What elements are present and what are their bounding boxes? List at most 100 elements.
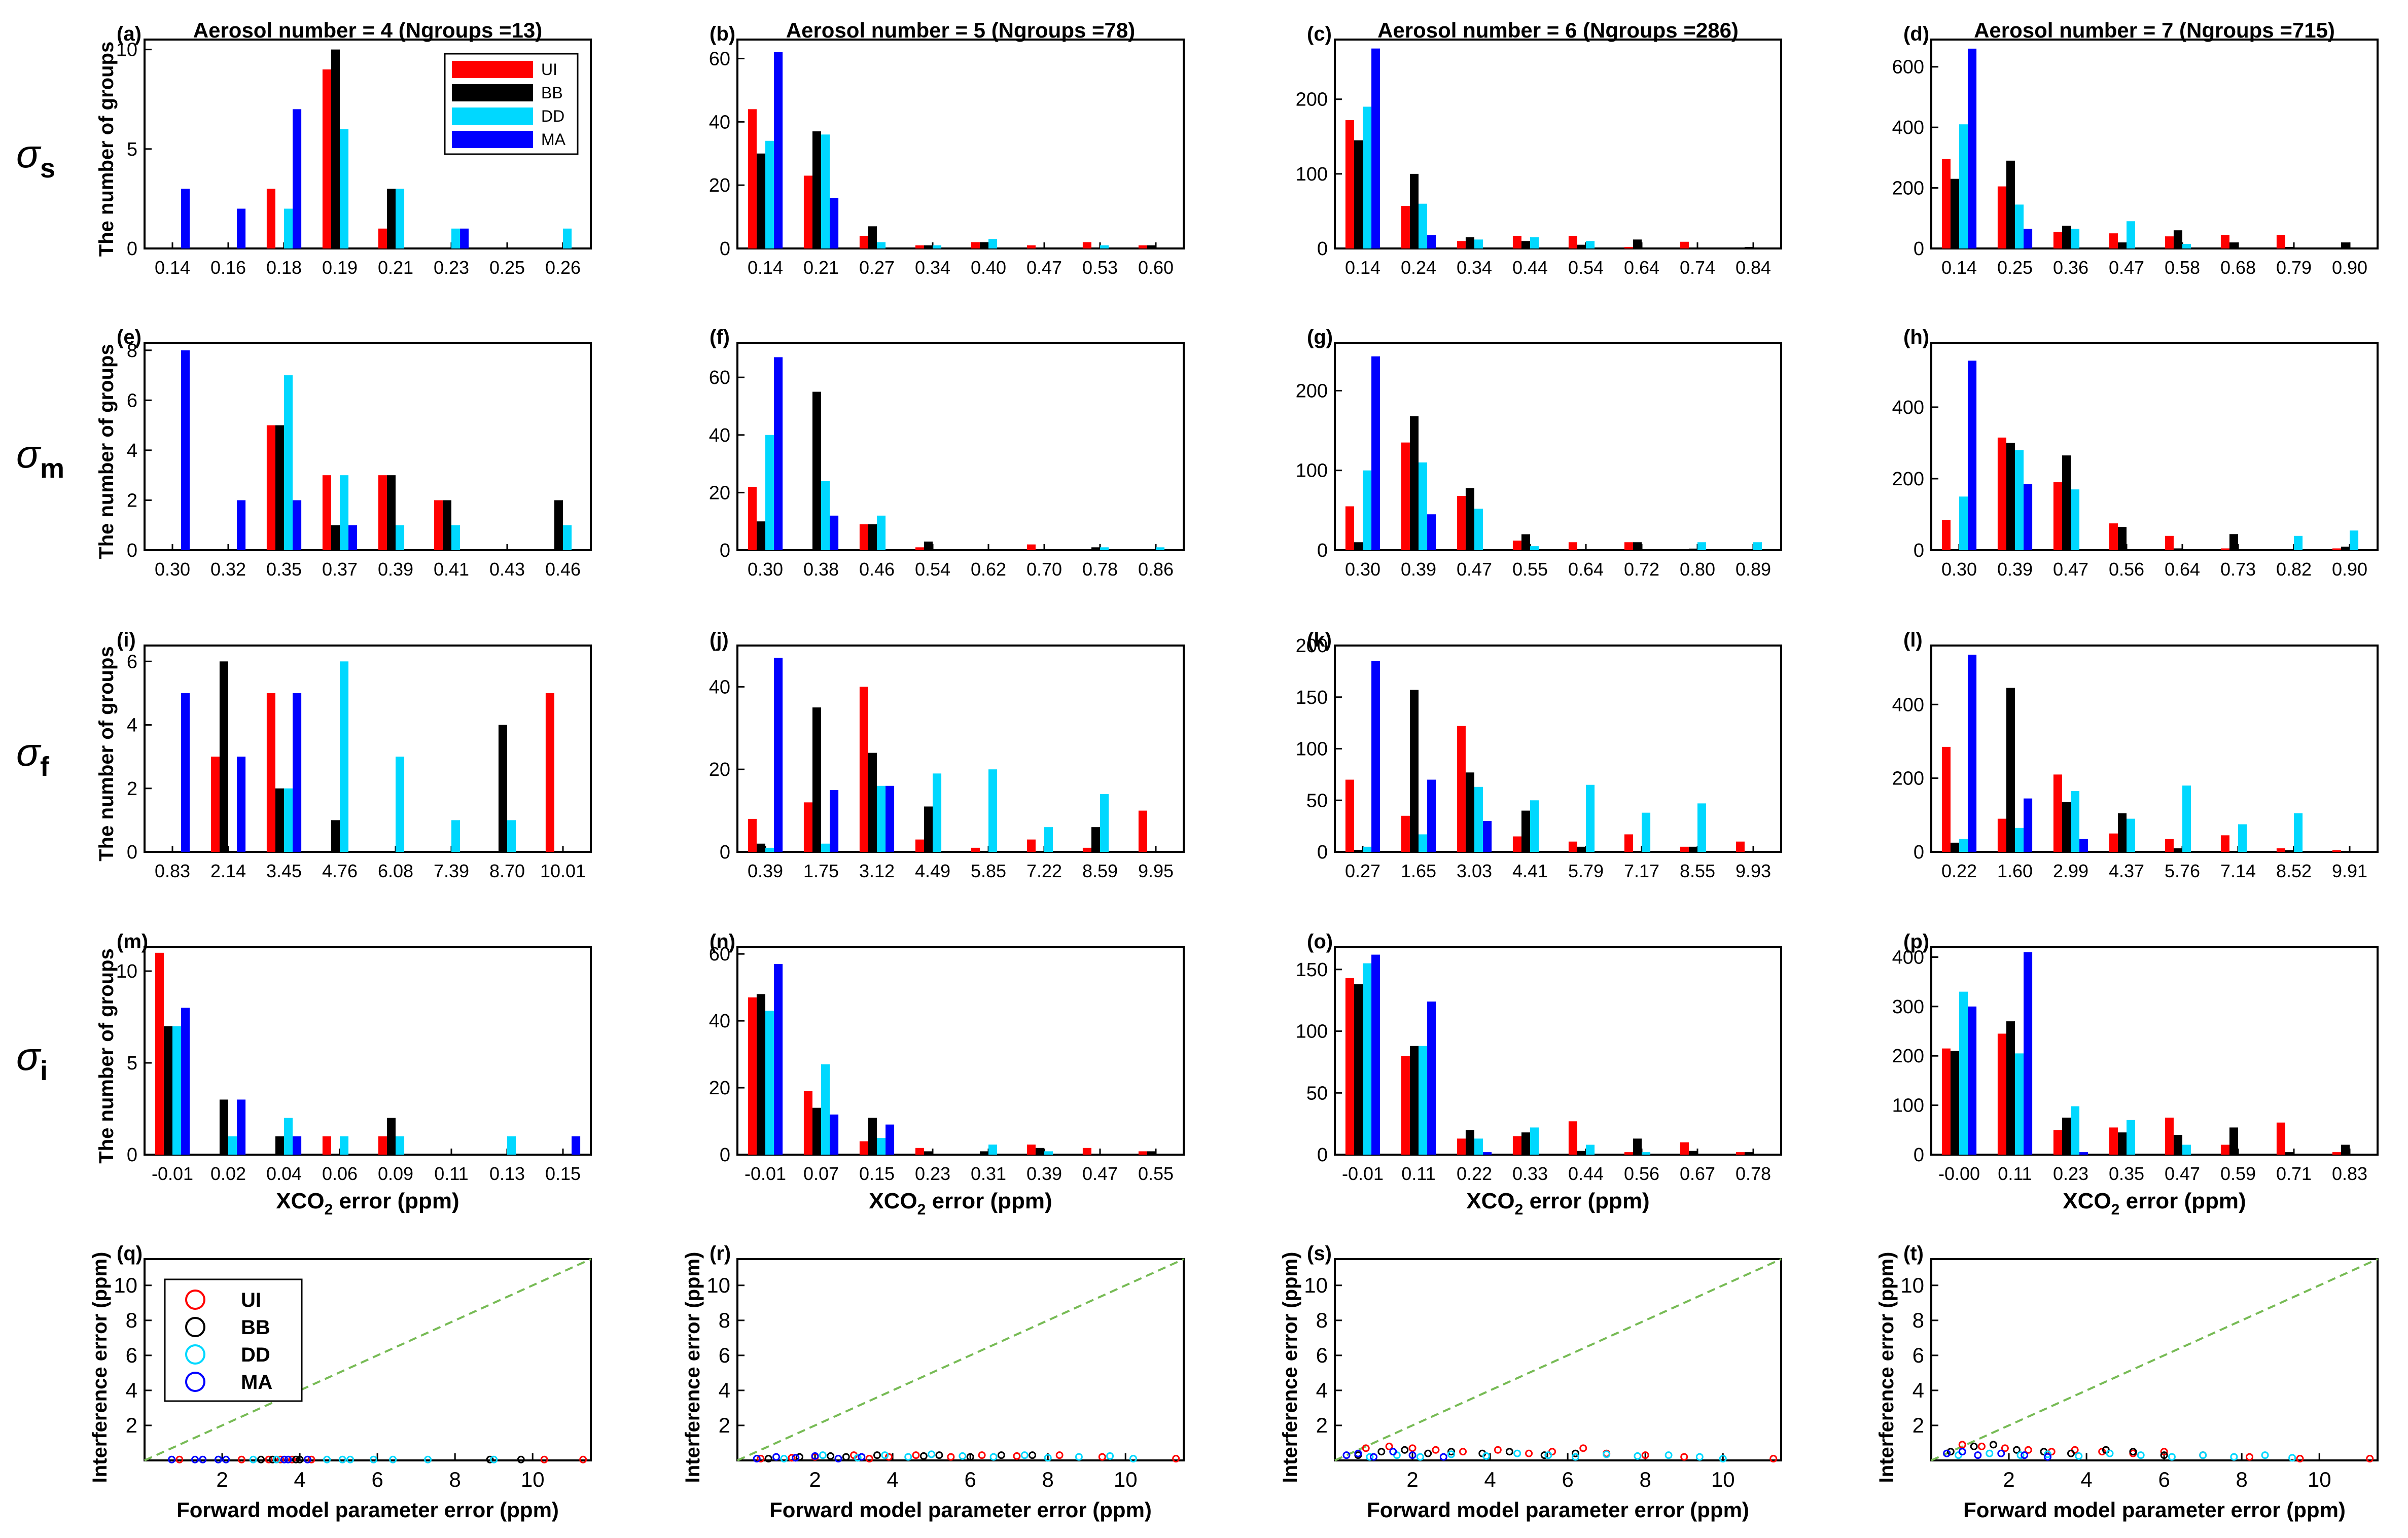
x-tick-label: 0.55 xyxy=(1512,559,1548,580)
x-tick-label: 0.25 xyxy=(489,257,525,278)
bar-dd xyxy=(2071,229,2080,248)
bar-dd xyxy=(933,773,942,852)
point-bb xyxy=(919,1452,928,1460)
bar-bb xyxy=(1409,690,1419,852)
point-ui xyxy=(788,1454,796,1462)
bar-bb xyxy=(1950,1051,1959,1155)
diagonal-line xyxy=(737,1258,1184,1461)
y-tick-label: 0 xyxy=(1914,1144,1924,1166)
bar-ui xyxy=(2053,774,2062,852)
bar-ui xyxy=(748,818,757,852)
x-tick-label: 0.83 xyxy=(155,861,190,881)
point-ma xyxy=(858,1453,866,1461)
y-tick-label: 200 xyxy=(1296,635,1328,657)
x-tick-label: 4 xyxy=(887,1468,898,1491)
bar-bb xyxy=(979,1151,988,1155)
y-tick-label: 0 xyxy=(1914,540,1924,561)
bar-bb xyxy=(1688,1151,1697,1155)
bar-ui xyxy=(322,1136,331,1155)
x-tick-label: 0.59 xyxy=(2220,1163,2256,1184)
panel-q: (q) 2 4 6 8 10 2 4 6 8 10 Forward model parameter e… xyxy=(89,1242,592,1522)
x-tick-label: 0.22 xyxy=(1457,1163,1492,1184)
bar-ui xyxy=(2332,548,2341,550)
point-ma xyxy=(1974,1451,1982,1459)
x-tick-label: 0.35 xyxy=(2109,1163,2144,1184)
x-tick-label: 0.47 xyxy=(2165,1163,2200,1184)
point-bb xyxy=(1377,1448,1386,1456)
bar-bb xyxy=(2341,546,2350,550)
bar-bb xyxy=(2117,527,2127,550)
bar-dd xyxy=(1586,241,1595,248)
bar-bb xyxy=(1688,548,1697,550)
axes-box xyxy=(144,342,592,551)
bar-bb xyxy=(2229,534,2238,550)
panel-d: (d) Aerosol number = 7 (Ngroups =715) 0 200… xyxy=(1892,18,2379,278)
bar-bb xyxy=(2173,1135,2182,1155)
bar-ui xyxy=(803,1091,812,1155)
bar-bb xyxy=(2285,1152,2294,1155)
bar-ma xyxy=(348,525,358,550)
bar-ui xyxy=(322,69,331,248)
point-ui xyxy=(237,1455,245,1463)
bar-bb xyxy=(554,500,563,550)
point-ui xyxy=(175,1455,184,1463)
panel-r: (r) 2 4 6 8 10 2 4 6 8 10 Forward model parameter e… xyxy=(682,1242,1185,1522)
bar-ma xyxy=(1371,954,1380,1155)
point-dd xyxy=(338,1455,346,1463)
bar-ui xyxy=(1997,186,2006,248)
bar-dd xyxy=(1474,786,1483,852)
x-tick-label: 6.08 xyxy=(378,861,413,881)
bar-bb xyxy=(386,475,396,550)
x-tick-label: 0.19 xyxy=(322,257,358,278)
y-tick-label: 4 xyxy=(127,715,137,736)
bar-ui xyxy=(1624,1152,1633,1155)
bar-dd xyxy=(877,785,886,852)
x-axis-label: Forward model parameter error (ppm) xyxy=(769,1498,1152,1522)
point-dd xyxy=(2075,1452,2083,1460)
x-tick-label: 4.37 xyxy=(2109,861,2144,881)
point-dd xyxy=(1044,1454,1052,1462)
axes-box xyxy=(736,342,1185,551)
legend-marker-bb xyxy=(185,1317,205,1337)
point-bb xyxy=(269,1455,277,1463)
x-tick-label: 0.23 xyxy=(2053,1163,2088,1184)
bar-bb xyxy=(1633,1138,1642,1155)
bar-ui xyxy=(1997,437,2006,550)
panel-label: (i) xyxy=(117,629,136,651)
x-tick-label: 0.02 xyxy=(210,1163,246,1184)
y-tick-label: 8 xyxy=(126,1308,137,1332)
panel-o: (o) 0 50 100 150 -0.01 0.11 0.22 0.33 0.44 0.56 0.6… xyxy=(1296,931,1782,1218)
point-dd xyxy=(1544,1451,1552,1459)
y-axis-label: Interference error (ppm) xyxy=(682,1252,704,1483)
y-tick-label: 200 xyxy=(1892,1046,1924,1067)
legend-marker-ma xyxy=(185,1372,205,1392)
bar-ui xyxy=(1941,1048,1951,1155)
x-tick-label: 0.64 xyxy=(1568,559,1604,580)
point-ui xyxy=(865,1455,873,1463)
panel-j: (j) 0 20 40 0.39 1.75 3.12 4.49 5.85 7.22 8.59 9.95 xyxy=(709,629,1185,881)
point-ui xyxy=(2366,1455,2374,1463)
bar-ma xyxy=(1371,661,1380,852)
bar-ui xyxy=(971,847,980,852)
point-dd xyxy=(1020,1451,1029,1459)
bar-bb xyxy=(1521,1132,1530,1155)
x-tick-label: 5.76 xyxy=(2165,861,2200,881)
x-tick-label: 0.37 xyxy=(322,559,358,580)
bar-ma xyxy=(293,109,302,249)
y-tick-label: 200 xyxy=(1296,380,1328,402)
x-tick-label: 0.46 xyxy=(545,559,581,580)
bar-ui xyxy=(1736,841,1745,852)
x-axis-label: XCO2 error (ppm) xyxy=(869,1189,1052,1218)
x-tick-label: 0.09 xyxy=(378,1163,413,1184)
bar-dd xyxy=(1642,812,1651,852)
diagonal-line xyxy=(1334,1258,1782,1461)
bar-ma xyxy=(830,198,839,248)
point-ui xyxy=(1385,1442,1393,1450)
legend-label-dd: DD xyxy=(241,1344,270,1366)
point-dd xyxy=(2016,1451,2025,1459)
bar-dd xyxy=(1100,547,1109,550)
x-tick-label: 4 xyxy=(294,1468,305,1491)
axes-box xyxy=(736,1258,1185,1461)
panel-label: (k) xyxy=(1307,629,1332,651)
bar-ui xyxy=(915,245,924,248)
